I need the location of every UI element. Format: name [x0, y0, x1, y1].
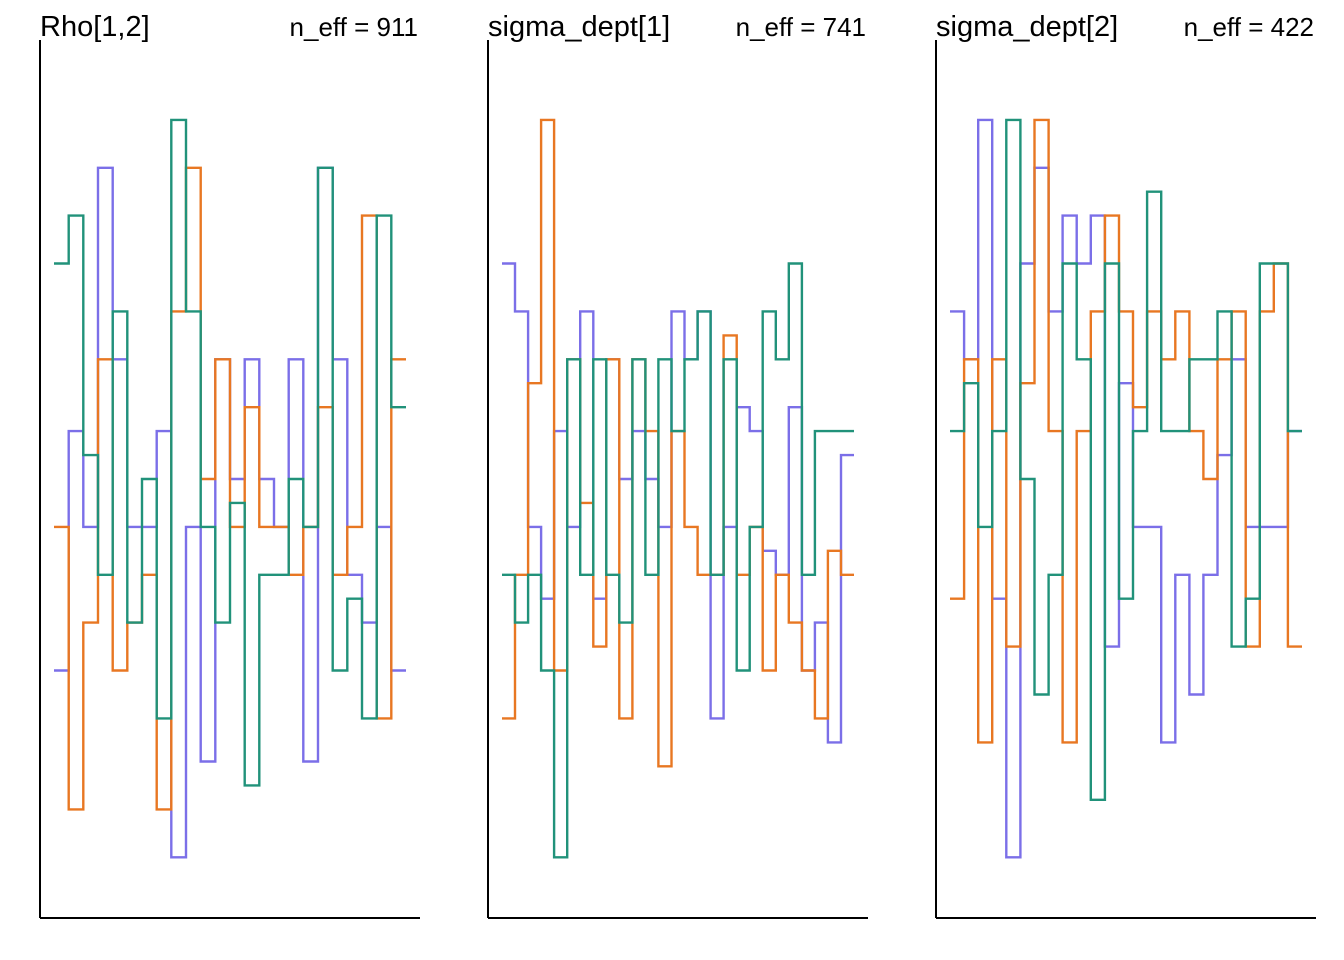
chain-trace-line-1: [502, 262, 854, 744]
panel-n-eff-label: n_eff = 422: [1184, 12, 1314, 42]
panel-title: Rho[1,2]: [40, 11, 150, 43]
chain-trace-line-3: [950, 118, 1302, 801]
plot-area: [39, 40, 420, 919]
chain-trace-line-2: [54, 166, 406, 811]
plot-area: [935, 40, 1316, 919]
chain-trace-line-1: [950, 118, 1302, 859]
panel-n-eff-label: n_eff = 911: [290, 12, 418, 42]
chain-trace-line-3: [502, 262, 854, 859]
chain-trace-line-3: [54, 118, 406, 787]
panel-title: sigma_dept[1]: [488, 11, 670, 43]
plot-area: [487, 40, 868, 919]
panel-sigma-dept-2: sigma_dept[2] n_eff = 422: [935, 11, 1316, 919]
panel-rho-1-2: Rho[1,2] n_eff = 911: [39, 11, 420, 919]
panel-title: sigma_dept[2]: [936, 11, 1118, 43]
panel-sigma-dept-1: sigma_dept[1] n_eff = 741: [487, 11, 868, 919]
chain-trace-line-2: [950, 118, 1302, 744]
panel-n-eff-label: n_eff = 741: [736, 12, 866, 42]
